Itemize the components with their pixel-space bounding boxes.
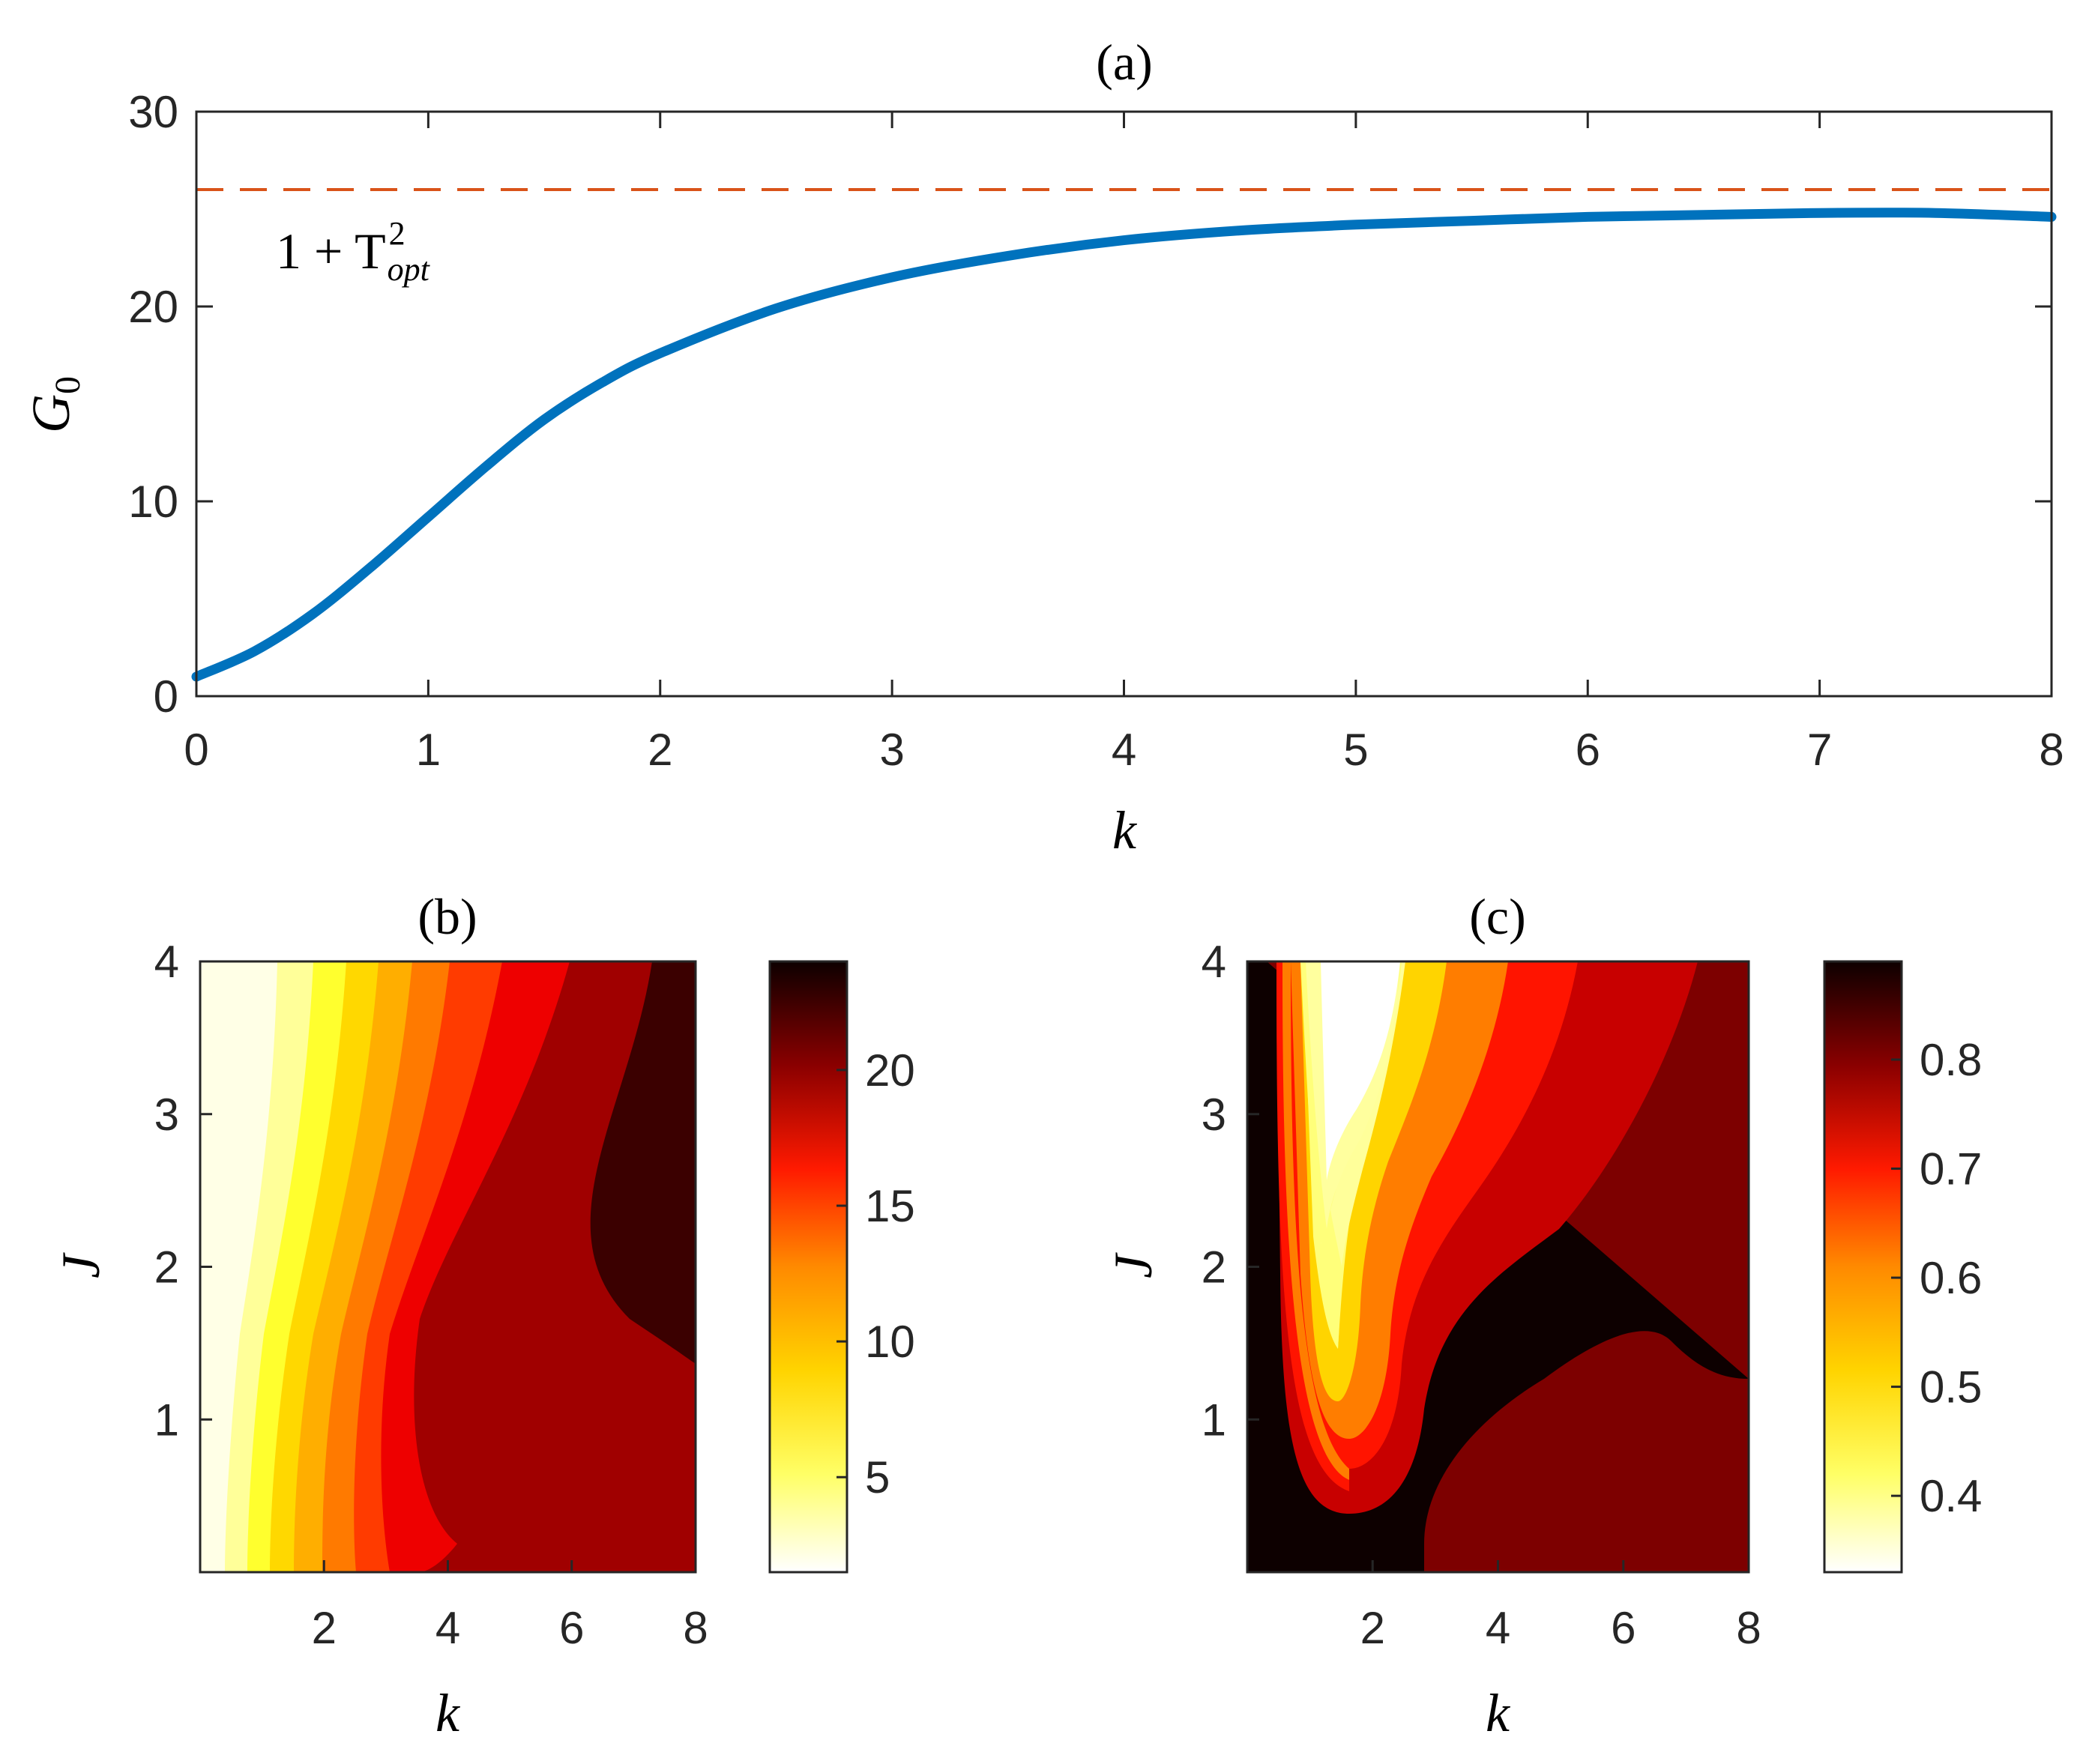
b-y-tick-label: 1 [154, 1395, 179, 1445]
b-y-tick-label: 2 [154, 1242, 179, 1293]
c-y-tick-label: 2 [1202, 1242, 1226, 1293]
panel-c-title: (c) [1469, 888, 1525, 945]
annotation-base: 1 + T [276, 223, 386, 280]
c-x-tick-label: 2 [1360, 1603, 1385, 1653]
a-y-tick-label: 10 [128, 477, 178, 527]
a-y-tick-label: 20 [128, 282, 178, 332]
colorbar-b [770, 961, 847, 1572]
panel-a-background [196, 112, 2052, 696]
c-y-tick-label: 3 [1202, 1090, 1226, 1140]
panel-b-title: (b) [417, 888, 477, 945]
panel-a-y-tick-labels: 0 10 20 30 [128, 87, 178, 722]
panel-c-contour-fill [1247, 961, 1749, 1572]
c-x-tick-label: 8 [1736, 1603, 1761, 1653]
panel-c: 2 4 6 8 1 2 3 4 (c) k J 0.4 0.5 0.6 0.7 0.8 [1103, 888, 1982, 1743]
colorbar-tick-label: 0.5 [1920, 1362, 1982, 1413]
a-x-tick-label: 6 [1576, 725, 1600, 775]
b-x-tick-label: 6 [559, 1603, 584, 1653]
c-y-tick-label: 4 [1202, 937, 1226, 987]
panel-b-y-tick-labels: 1 2 3 4 [154, 937, 179, 1445]
panel-a-y-axis-label-text: G0 [21, 376, 88, 433]
panel-c-y-tick-labels: 1 2 3 4 [1202, 937, 1226, 1445]
b-x-tick-label: 8 [683, 1603, 708, 1653]
panel-a-x-axis-label: k [1112, 800, 1138, 860]
colorbar-tick-label: 15 [865, 1181, 915, 1231]
panel-b-contour-fill [200, 961, 696, 1572]
a-x-tick-label: 1 [416, 725, 441, 775]
colorbar-tick-label: 0.8 [1920, 1035, 1982, 1085]
colorbar-tick-label: 0.4 [1920, 1471, 1982, 1521]
b-x-tick-label: 2 [312, 1603, 337, 1653]
panel-b-x-axis-label: k [435, 1683, 461, 1743]
panel-b: 2 4 6 8 1 2 3 4 (b) k J 5 10 15 20 [51, 888, 915, 1743]
colorbar-tick-label: 5 [865, 1452, 890, 1502]
a-x-tick-label: 7 [1807, 725, 1832, 775]
a-x-tick-label: 3 [879, 725, 904, 775]
panel-b-ticks [199, 960, 697, 1574]
colorbar-tick-label: 10 [865, 1317, 915, 1367]
colorbar-c-ticks: 0.4 0.5 0.6 0.7 0.8 [1891, 1035, 1982, 1521]
colorbar-tick-label: 0.7 [1920, 1144, 1982, 1194]
a-x-tick-label: 4 [1112, 725, 1136, 775]
c-x-tick-label: 6 [1611, 1603, 1636, 1653]
colorbar-tick-label: 0.6 [1920, 1253, 1982, 1303]
b-y-tick-label: 3 [154, 1090, 179, 1140]
contour-level-b-10 [200, 961, 277, 1572]
colorbar-c [1824, 961, 1902, 1572]
a-x-tick-label: 8 [2039, 725, 2064, 775]
colorbar-c-frame [1823, 960, 1903, 1574]
colorbar-b-ticks: 5 10 15 20 [836, 1045, 915, 1502]
c-y-tick-label: 1 [1202, 1395, 1226, 1445]
panel-b-y-axis-label: J [51, 1252, 111, 1278]
colorbar-tick-label: 20 [865, 1045, 915, 1096]
annotation-sub: opt [388, 251, 431, 288]
panel-c-x-axis-label: k [1486, 1683, 1511, 1743]
annotation-sup: 2 [389, 215, 406, 252]
a-y-tick-label: 30 [128, 87, 178, 137]
a-y-tick-label: 0 [154, 671, 178, 722]
colorbar-b-frame [768, 960, 848, 1574]
contour-level-c-19 [1276, 961, 1349, 1491]
panel-c-y-axis-label: J [1103, 1252, 1163, 1278]
panel-a-y-axis-label: G0 [21, 376, 88, 433]
contour-level-c-17 [1321, 961, 1400, 1180]
reference-line-annotation: 1 + T2 opt [276, 215, 431, 288]
a-x-tick-label: 5 [1343, 725, 1368, 775]
panel-c-ticks [1246, 960, 1750, 1574]
c-x-tick-label: 4 [1486, 1603, 1510, 1653]
panel-a-title: (a) [1096, 34, 1152, 91]
a-x-tick-label: 0 [184, 725, 208, 775]
b-x-tick-label: 4 [435, 1603, 460, 1653]
panel-c-x-tick-labels: 2 4 6 8 [1360, 1603, 1761, 1653]
a-x-tick-label: 2 [648, 725, 672, 775]
panel-b-x-tick-labels: 2 4 6 8 [312, 1603, 708, 1653]
series-line-g0 [191, 208, 2057, 682]
b-y-tick-label: 4 [154, 937, 179, 987]
panel-a-x-tick-labels: 0 1 2 3 4 5 6 7 8 [184, 725, 2064, 775]
panel-a-axes-box [195, 110, 2053, 698]
